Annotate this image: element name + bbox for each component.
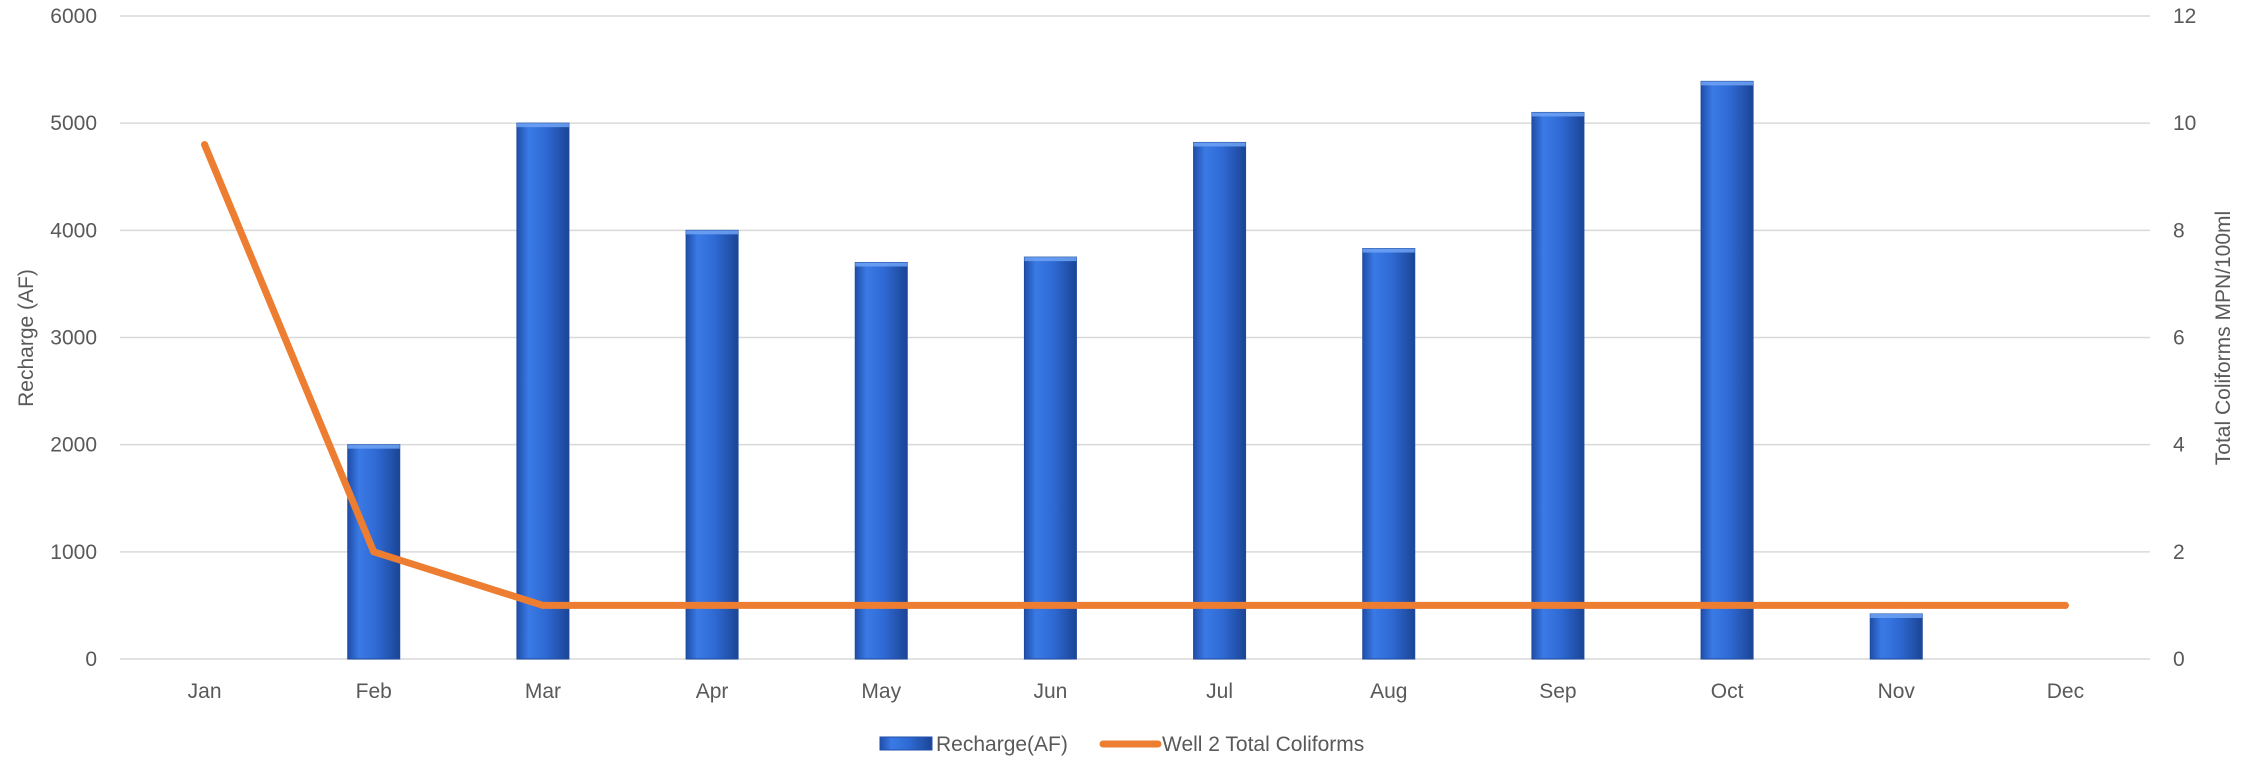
legend-swatch-recharge xyxy=(879,736,933,751)
line-point-coliforms xyxy=(201,141,209,149)
bar-cap-highlight xyxy=(1870,613,1923,618)
line-point-coliforms xyxy=(1046,601,1054,609)
bar-cap-highlight xyxy=(1531,112,1584,117)
bar-recharge xyxy=(685,229,739,660)
x-tick-label: May xyxy=(861,680,901,703)
legend: Recharge(AF) Well 2 Total Coliforms xyxy=(879,733,1364,756)
y-right-axis-title: Total Coliforms MPN/100ml xyxy=(2212,211,2235,465)
y-left-tick-label: 3000 xyxy=(50,327,97,350)
line-point-coliforms xyxy=(2061,601,2069,609)
y-right-tick-label: 10 xyxy=(2173,112,2196,135)
x-tick-label: Sep xyxy=(1539,680,1576,703)
line-point-coliforms xyxy=(708,601,716,609)
legend-label-recharge: Recharge(AF) xyxy=(936,733,1068,756)
bar-recharge xyxy=(1193,141,1247,660)
bar-cap-highlight xyxy=(1701,81,1754,86)
x-tick-label: Jan xyxy=(188,680,222,703)
y-left-tick-label: 0 xyxy=(85,648,97,671)
x-tick-label: Oct xyxy=(1711,680,1744,703)
bar-recharge xyxy=(1869,613,1923,660)
y-right-tick-label: 4 xyxy=(2173,434,2185,457)
line-point-coliforms xyxy=(539,601,547,609)
y-right-tick-label: 12 xyxy=(2173,5,2196,28)
line-point-coliforms xyxy=(877,601,885,609)
bar-cap-highlight xyxy=(1362,248,1415,253)
y-right-tick-label: 8 xyxy=(2173,219,2185,242)
bar-recharge xyxy=(1531,111,1585,660)
bar-cap-highlight xyxy=(1024,257,1077,262)
x-tick-label: Dec xyxy=(2047,680,2084,703)
x-tick-label: Nov xyxy=(1878,680,1916,703)
y-right-tick-label: 0 xyxy=(2173,648,2185,671)
line-point-coliforms xyxy=(1385,601,1393,609)
axes: 0 1000 2000 3000 4000 5000 6000 0 2 4 6 8 10 12 Jan Feb… xyxy=(50,5,2196,703)
bar-recharge xyxy=(1023,256,1077,660)
y-left-tick-label: 5000 xyxy=(50,112,97,135)
bar-cap-highlight xyxy=(347,444,400,449)
bar-cap-highlight xyxy=(516,123,569,128)
x-tick-label: Mar xyxy=(525,680,561,703)
line-point-coliforms xyxy=(1892,601,1900,609)
y-left-tick-label: 2000 xyxy=(50,434,97,457)
y-right-tick-label: 2 xyxy=(2173,541,2185,564)
line-point-coliforms xyxy=(1216,601,1224,609)
x-tick-label: Jul xyxy=(1206,680,1233,703)
bar-recharge xyxy=(1700,80,1754,660)
recharge-bars xyxy=(347,80,1923,660)
x-tick-label: Feb xyxy=(356,680,392,703)
y-left-tick-label: 1000 xyxy=(50,541,97,564)
line-point-coliforms xyxy=(1554,601,1562,609)
y-left-axis-title: Recharge (AF) xyxy=(15,269,38,407)
coliforms-line-series xyxy=(201,141,2069,609)
bar-cap-highlight xyxy=(855,262,908,267)
y-left-tick-label: 6000 xyxy=(50,5,97,28)
line-coliforms xyxy=(201,141,2069,609)
gridlines xyxy=(120,15,2150,660)
y-right-tick-label: 6 xyxy=(2173,327,2185,350)
bar-recharge xyxy=(854,261,908,660)
bar-cap-highlight xyxy=(1193,142,1246,147)
bar-recharge xyxy=(1362,248,1416,660)
bar-recharge xyxy=(516,122,570,660)
line-point-coliforms xyxy=(1723,601,1731,609)
line-point-coliforms xyxy=(370,548,378,556)
bar-cap-highlight xyxy=(686,230,739,235)
x-tick-label: Apr xyxy=(696,680,729,703)
x-tick-label: Jun xyxy=(1033,680,1067,703)
y-left-tick-label: 4000 xyxy=(50,219,97,242)
x-tick-label: Aug xyxy=(1370,680,1407,703)
legend-label-coliforms: Well 2 Total Coliforms xyxy=(1162,733,1364,756)
